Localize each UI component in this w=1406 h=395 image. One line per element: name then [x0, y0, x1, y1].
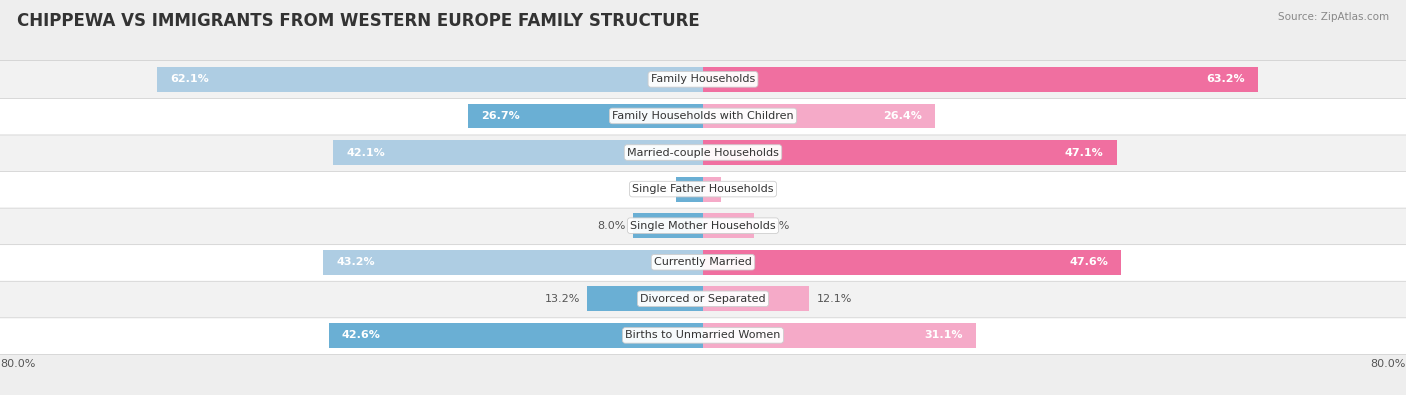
- Text: Source: ZipAtlas.com: Source: ZipAtlas.com: [1278, 12, 1389, 22]
- Text: Single Father Households: Single Father Households: [633, 184, 773, 194]
- Text: 5.8%: 5.8%: [761, 221, 789, 231]
- FancyBboxPatch shape: [0, 207, 1406, 245]
- Text: 62.1%: 62.1%: [170, 74, 209, 85]
- Text: 43.2%: 43.2%: [336, 257, 375, 267]
- Text: Births to Unmarried Women: Births to Unmarried Women: [626, 330, 780, 340]
- Bar: [633, 213, 703, 238]
- Bar: [157, 67, 703, 92]
- Text: Single Mother Households: Single Mother Households: [630, 221, 776, 231]
- Bar: [703, 213, 754, 238]
- Text: Currently Married: Currently Married: [654, 257, 752, 267]
- Bar: [333, 140, 703, 165]
- Bar: [323, 250, 703, 275]
- Text: 31.1%: 31.1%: [925, 330, 963, 340]
- Text: 26.7%: 26.7%: [481, 111, 520, 121]
- FancyBboxPatch shape: [0, 280, 1406, 318]
- Bar: [676, 177, 703, 201]
- Bar: [703, 323, 976, 348]
- Text: 63.2%: 63.2%: [1206, 74, 1246, 85]
- Text: 2.1%: 2.1%: [728, 184, 756, 194]
- Text: 42.1%: 42.1%: [346, 147, 385, 158]
- Text: 12.1%: 12.1%: [817, 294, 852, 304]
- Text: Married-couple Households: Married-couple Households: [627, 147, 779, 158]
- Bar: [703, 250, 1122, 275]
- FancyBboxPatch shape: [0, 170, 1406, 208]
- Bar: [703, 177, 721, 201]
- Text: 13.2%: 13.2%: [544, 294, 581, 304]
- Text: Family Households with Children: Family Households with Children: [612, 111, 794, 121]
- Text: 47.6%: 47.6%: [1069, 257, 1108, 267]
- Text: 26.4%: 26.4%: [883, 111, 922, 121]
- Bar: [468, 103, 703, 128]
- Bar: [703, 286, 810, 311]
- Bar: [588, 286, 703, 311]
- Text: 80.0%: 80.0%: [1371, 359, 1406, 369]
- Text: Family Households: Family Households: [651, 74, 755, 85]
- Bar: [703, 67, 1258, 92]
- Text: 47.1%: 47.1%: [1064, 147, 1104, 158]
- FancyBboxPatch shape: [0, 60, 1406, 98]
- Text: 80.0%: 80.0%: [0, 359, 35, 369]
- Text: CHIPPEWA VS IMMIGRANTS FROM WESTERN EUROPE FAMILY STRUCTURE: CHIPPEWA VS IMMIGRANTS FROM WESTERN EURO…: [17, 12, 700, 30]
- FancyBboxPatch shape: [0, 97, 1406, 135]
- FancyBboxPatch shape: [0, 243, 1406, 281]
- Bar: [703, 140, 1116, 165]
- Text: 42.6%: 42.6%: [342, 330, 381, 340]
- Text: 8.0%: 8.0%: [598, 221, 626, 231]
- FancyBboxPatch shape: [0, 134, 1406, 171]
- Bar: [329, 323, 703, 348]
- Text: 3.1%: 3.1%: [641, 184, 669, 194]
- FancyBboxPatch shape: [0, 316, 1406, 354]
- Text: Divorced or Separated: Divorced or Separated: [640, 294, 766, 304]
- Bar: [703, 103, 935, 128]
